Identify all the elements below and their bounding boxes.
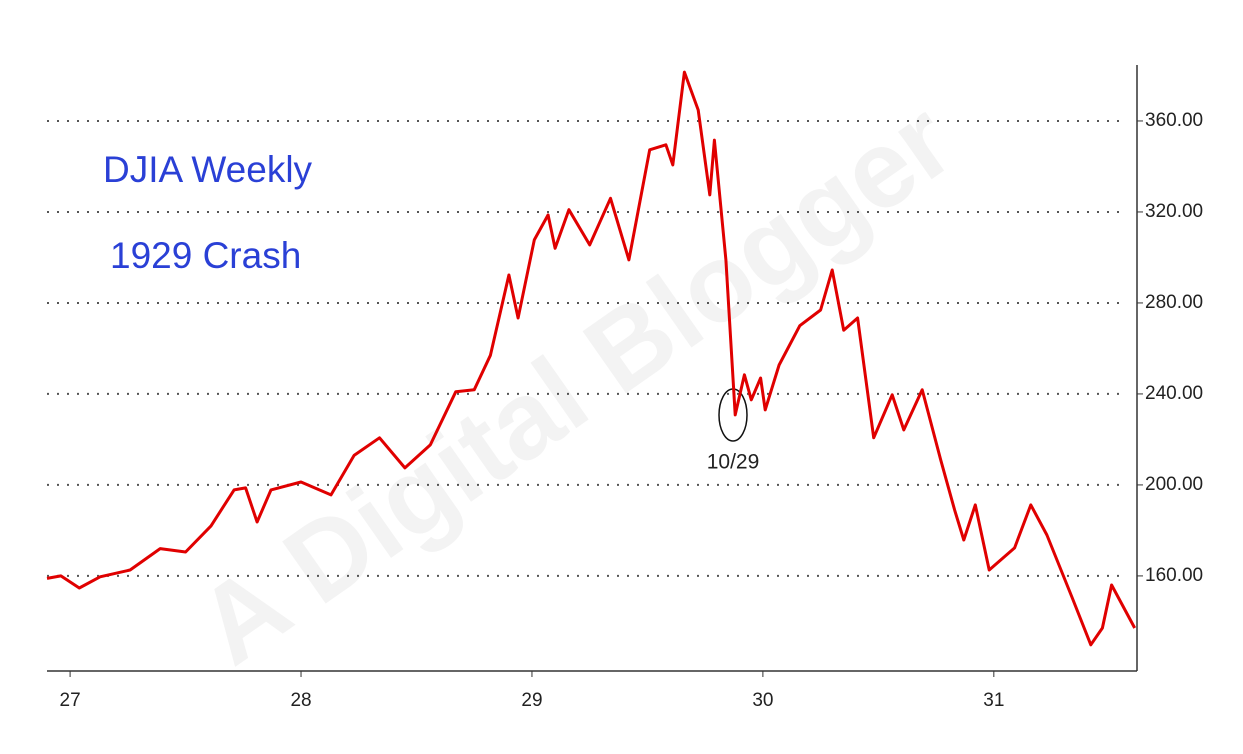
y-tick-label: 200.00: [1145, 474, 1203, 495]
y-tick-label: 360.00: [1145, 110, 1203, 131]
x-tick-label: 30: [752, 690, 773, 711]
annotation: 10/29: [707, 451, 760, 474]
line-series: [46, 70, 1137, 647]
x-tick-label: 28: [290, 690, 311, 711]
y-tick-label: 240.00: [1145, 383, 1203, 404]
x-tick-label: 29: [521, 690, 542, 711]
y-tick-label: 160.00: [1145, 565, 1203, 586]
x-tick-label: 27: [60, 690, 81, 711]
chart-subtitle: 1929 Crash: [110, 235, 301, 276]
x-tick-label: 31: [983, 690, 1004, 711]
chart-title: DJIA Weekly: [103, 149, 313, 190]
y-tick-label: 320.00: [1145, 201, 1203, 222]
y-tick-label: 280.00: [1145, 292, 1203, 313]
